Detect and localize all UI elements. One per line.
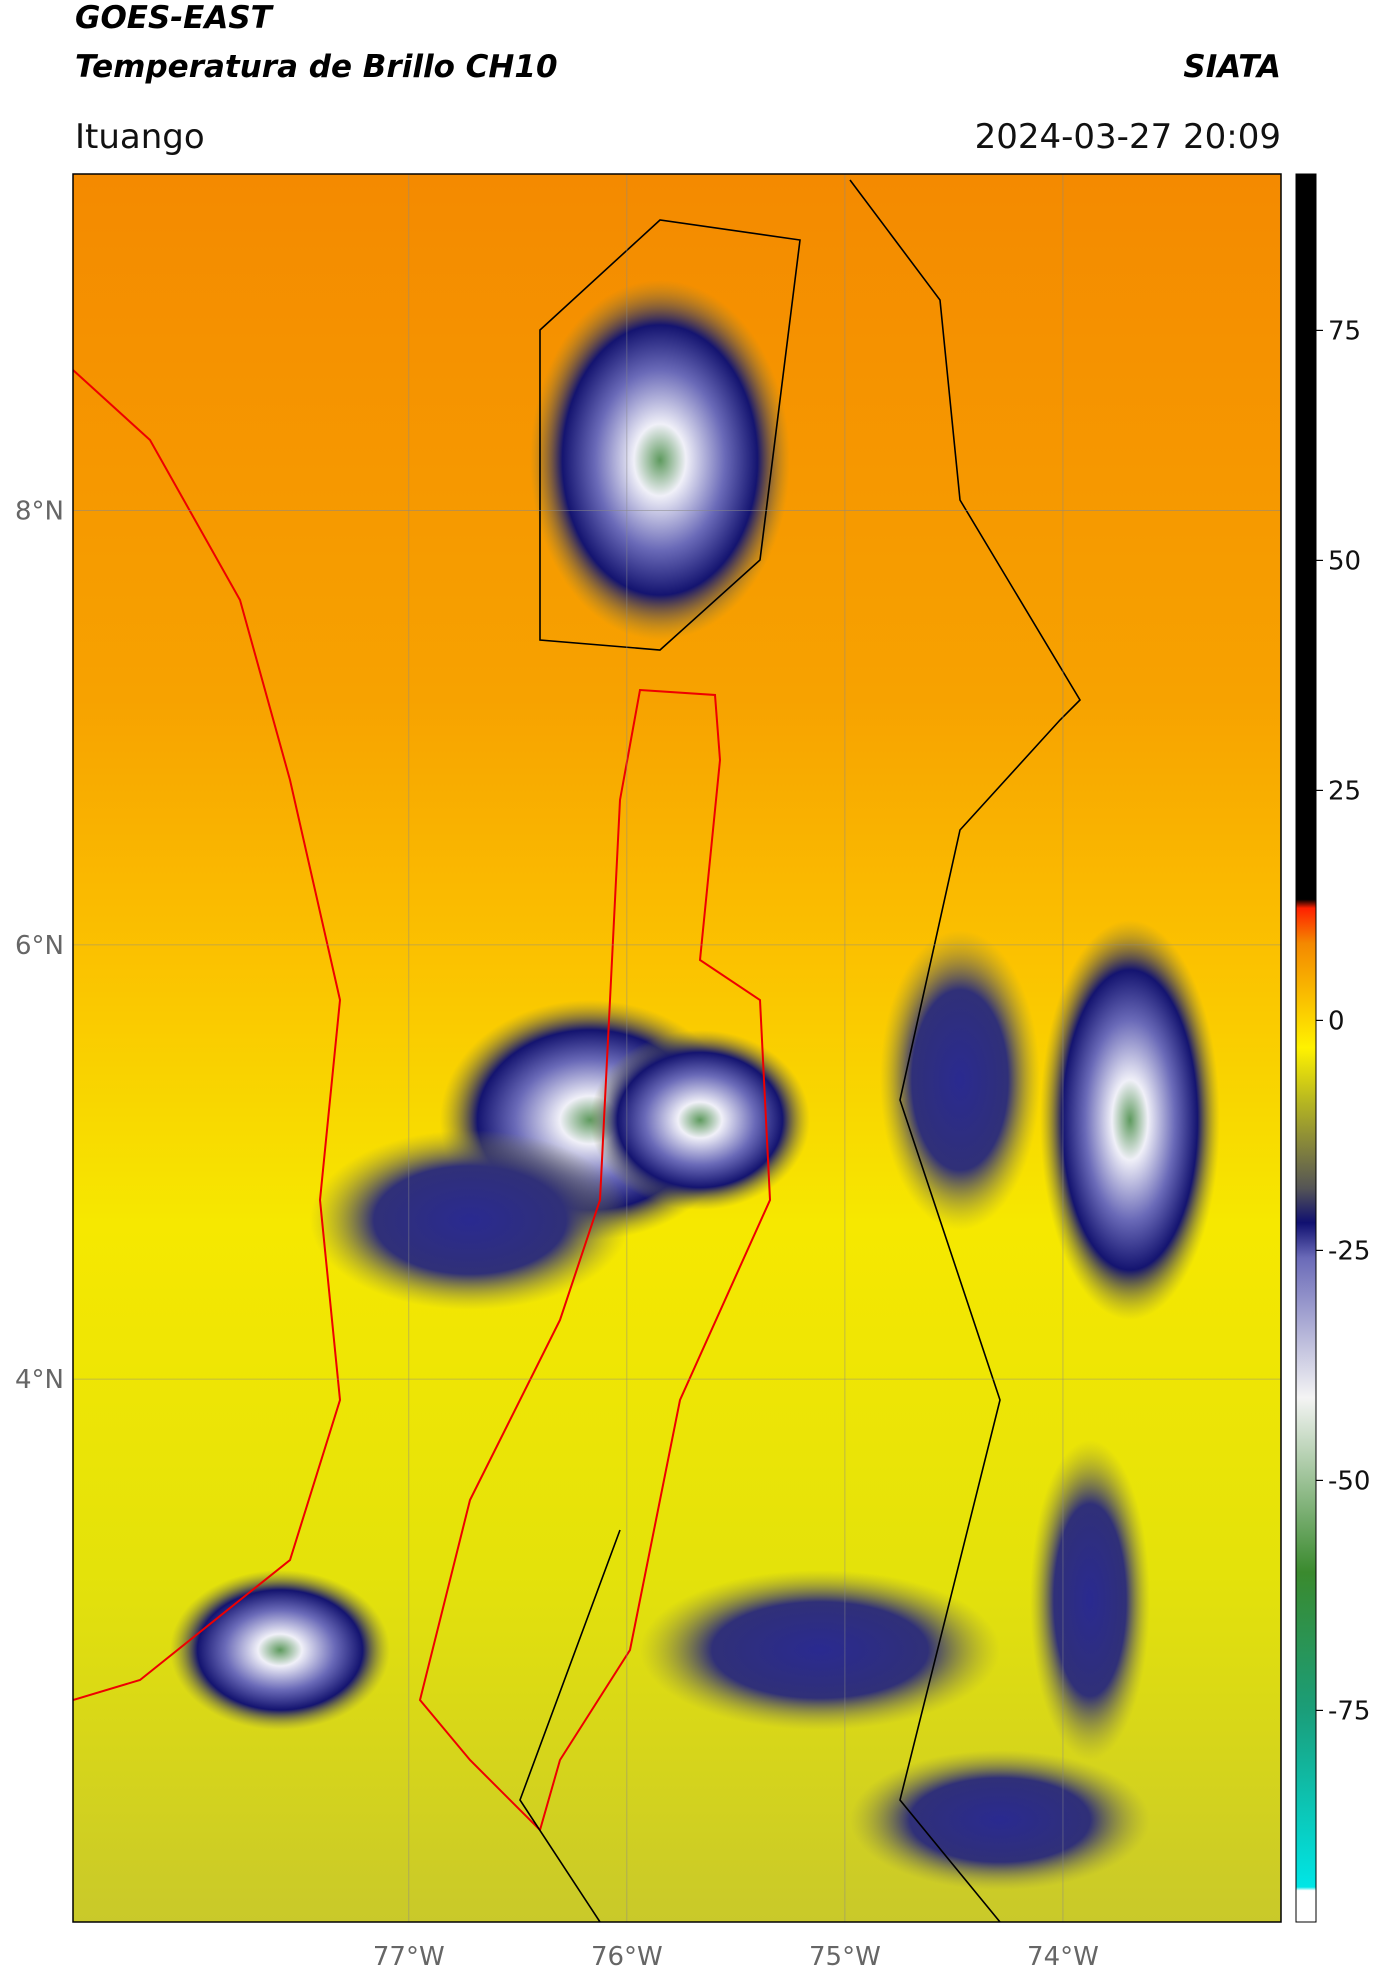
colorbar-tick-label: -50	[1328, 1466, 1370, 1496]
title: GOES-EAST	[75, 0, 275, 36]
lon-tick-label: 74°W	[1027, 1942, 1099, 1972]
graticule: 77°W 76°W 75°W 74°W 8°N 6°N 4°N	[15, 174, 1281, 1972]
map-frame	[72, 173, 1282, 1923]
lon-tick-label: 76°W	[591, 1942, 663, 1972]
source: SIATA	[1183, 49, 1281, 85]
colorbar-ticks: 75 50 25 0 -25 -50 -75	[1316, 316, 1370, 1726]
datetime: 2024-03-27 20:09	[975, 117, 1281, 157]
subtitle: Temperatura de Brillo CH10	[75, 49, 558, 85]
map-image	[73, 174, 1281, 1922]
colorbar-tick-label: 50	[1328, 546, 1361, 576]
lat-tick-label: 6°N	[15, 931, 64, 961]
place: Ituango	[75, 117, 205, 157]
colorbar-tick-label: 25	[1328, 776, 1361, 806]
colorbar-tick-label: -75	[1328, 1696, 1370, 1726]
lat-tick-label: 8°N	[15, 497, 64, 527]
lon-tick-label: 75°W	[809, 1942, 881, 1972]
lon-tick-label: 77°W	[373, 1942, 445, 1972]
lat-tick-label: 4°N	[15, 1365, 64, 1395]
colorbar-tick-label: -25	[1328, 1236, 1370, 1266]
colorbar-tick-label: 0	[1328, 1006, 1345, 1036]
colorbar-tick-label: 75	[1328, 316, 1361, 346]
colorbar	[1295, 173, 1317, 1923]
